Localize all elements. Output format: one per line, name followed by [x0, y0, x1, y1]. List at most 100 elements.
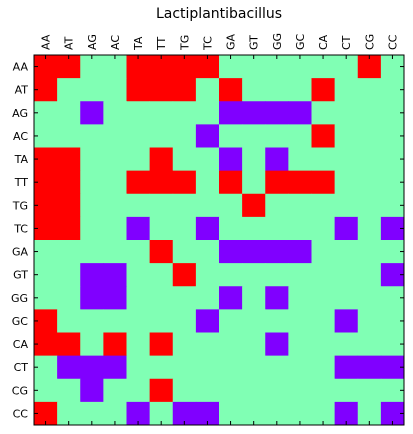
heatmap-cell-GC-CA	[311, 309, 336, 333]
heatmap-cell-TG-GG	[265, 193, 289, 218]
heatmap-cell-CG-GA	[219, 378, 243, 403]
y-tick-label: TC	[13, 222, 28, 235]
heatmap-cell-CG-GG	[265, 378, 289, 403]
heatmap-cell-AT-CG	[357, 78, 382, 102]
heatmap-cell-CG-AT	[57, 378, 81, 403]
heatmap-cell-CT-GC	[288, 355, 312, 380]
heatmap-cell-GC-TT	[149, 309, 174, 333]
heatmap-cell-TA-AA	[34, 147, 58, 172]
heatmap-cell-AG-CA	[311, 101, 336, 125]
heatmap-cell-AA-GT	[242, 55, 266, 79]
heatmap-cell-TG-TT	[149, 193, 174, 218]
heatmap-cell-TG-AG	[80, 193, 104, 218]
heatmap-cell-CG-CA	[311, 378, 336, 403]
heatmap-cell-AC-GC	[288, 124, 312, 148]
heatmap-cell-AC-TC	[195, 124, 220, 148]
y-tick-label: TA	[14, 153, 29, 166]
heatmap-cell-AC-AA	[34, 124, 58, 148]
heatmap-cell-TT-CC	[380, 170, 405, 195]
heatmap-cell-AA-TT	[149, 55, 174, 79]
heatmap-cell-AT-AC	[103, 78, 127, 102]
heatmap-cell-TC-CT	[334, 216, 359, 241]
heatmap-cell-AT-GG	[265, 78, 289, 102]
heatmap-cell-AC-GA	[219, 124, 243, 148]
heatmap-cell-GT-CA	[311, 263, 336, 287]
x-tick-label: CA	[317, 34, 330, 50]
heatmap-cell-AT-AG	[80, 78, 104, 102]
heatmap-cell-TA-TC	[195, 147, 220, 172]
heatmap-cell-TG-GA	[219, 193, 243, 218]
heatmap-cell-GT-AT	[57, 263, 81, 287]
heatmap-cell-TG-TC	[195, 193, 220, 218]
heatmap-cell-CT-TC	[195, 355, 220, 380]
heatmap-cell-TT-GC	[288, 170, 312, 195]
heatmap-cell-GG-TA	[126, 286, 151, 310]
heatmap-cell-GT-TA	[126, 263, 151, 287]
heatmap-cell-TG-AT	[57, 193, 81, 218]
heatmap-cell-GC-CG	[357, 309, 382, 333]
heatmap-cell-CC-CT	[334, 401, 359, 426]
heatmap-cell-AG-GT	[242, 101, 266, 125]
heatmap-cell-TT-AT	[57, 170, 81, 195]
heatmap-cell-TG-GC	[288, 193, 312, 218]
heatmap-cell-AT-TC	[195, 78, 220, 102]
heatmap-cell-CC-AT	[57, 401, 81, 426]
heatmap-cell-GT-TT	[149, 263, 174, 287]
heatmap-cell-AC-GG	[265, 124, 289, 148]
heatmap-cell-AA-TC	[195, 55, 220, 79]
heatmap-cell-TT-AC	[103, 170, 127, 195]
heatmap-cell-CG-TG	[172, 378, 197, 403]
heatmap-cell-CC-TA	[126, 401, 151, 426]
heatmap-cell-TC-CA	[311, 216, 336, 241]
heatmap-cell-AC-TA	[126, 124, 151, 148]
heatmap-cell-AC-AG	[80, 124, 104, 148]
heatmap-cell-CT-AT	[57, 355, 81, 380]
heatmap-cell-CG-AC	[103, 378, 127, 403]
heatmap-cell-GA-GA	[219, 240, 243, 264]
heatmap-cell-TA-GG	[265, 147, 289, 172]
heatmap-cell-CC-TG	[172, 401, 197, 426]
heatmap-cell-TG-AA	[34, 193, 58, 218]
heatmap-cell-CA-AA	[34, 332, 58, 357]
heatmap-cell-AT-GT	[242, 78, 266, 102]
heatmap-cell-TC-AA	[34, 216, 58, 241]
heatmap-cell-AG-GA	[219, 101, 243, 125]
heatmap-cell-AT-AT	[57, 78, 81, 102]
heatmap-cell-GG-AA	[34, 286, 58, 310]
x-tick-label: TT	[155, 36, 168, 51]
heatmap-cell-CC-GA	[219, 401, 243, 426]
y-tick-labels: AA AT AG AC TA TT TG TC GA GT GG GC CA CT CG CC	[11, 61, 29, 421]
heatmap-cell-TA-TA	[126, 147, 151, 172]
heatmap-cell-TT-CA	[311, 170, 336, 195]
heatmap-cell-GG-TC	[195, 286, 220, 310]
heatmap-cell-GG-AT	[57, 286, 81, 310]
y-tick-label: AT	[15, 84, 29, 97]
heatmap-cell-CT-TA	[126, 355, 151, 380]
heatmap-cell-CA-CC	[380, 332, 405, 357]
y-tick-label: TG	[12, 199, 28, 212]
y-tick-label: AC	[13, 130, 28, 143]
heatmap-cell-AG-TA	[126, 101, 151, 125]
heatmap-cell-TG-GT	[242, 193, 266, 218]
heatmap-cell-GC-TG	[172, 309, 197, 333]
heatmap-cell-GG-CG	[357, 286, 382, 310]
heatmap-cell-GA-CC	[380, 240, 405, 264]
heatmap-cell-TC-TG	[172, 216, 197, 241]
heatmap-cell-GA-CA	[311, 240, 336, 264]
y-tick-label: CA	[13, 338, 29, 351]
heatmap-cell-TT-AG	[80, 170, 104, 195]
heatmap-cell-CT-CC	[380, 355, 405, 380]
heatmap-cell-AT-TT	[149, 78, 174, 102]
heatmap-cell-CT-AA	[34, 355, 58, 380]
heatmap-cell-AC-AT	[57, 124, 81, 148]
heatmap-cell-AC-TT	[149, 124, 174, 148]
heatmap-cell-TA-CT	[334, 147, 359, 172]
x-tick-label: CG	[363, 34, 376, 50]
heatmap-cell-GA-GC	[288, 240, 312, 264]
y-tick-label: CG	[12, 384, 28, 397]
heatmap-cell-AA-TG	[172, 55, 197, 79]
heatmap-cell-TG-CT	[334, 193, 359, 218]
heatmap-cell-AT-TA	[126, 78, 151, 102]
heatmap-cell-CC-GC	[288, 401, 312, 426]
y-tick-label: TT	[14, 176, 29, 189]
